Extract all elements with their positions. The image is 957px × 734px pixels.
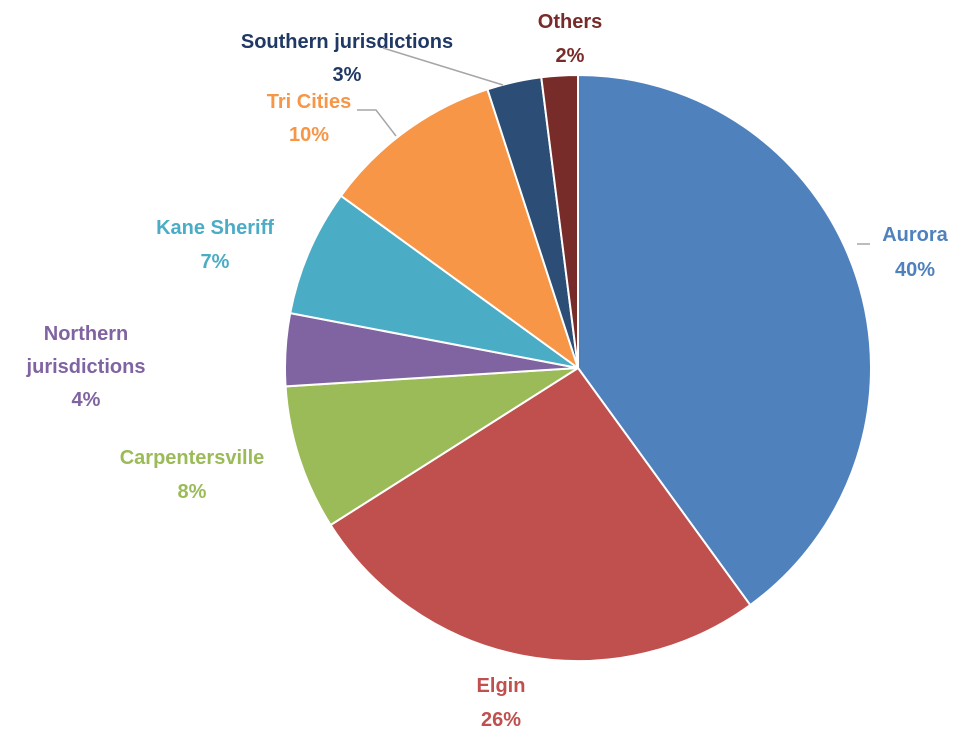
data-label-value-aurora: 40% bbox=[895, 259, 935, 281]
leader-lines-layer bbox=[357, 47, 870, 245]
pie-slice-elgin bbox=[329, 366, 752, 662]
data-label-category-aurora: Aurora bbox=[882, 224, 948, 246]
pie-slice-kane-sheriff bbox=[289, 194, 579, 369]
slices-layer bbox=[284, 73, 872, 662]
leader-line-tri-cities bbox=[357, 109, 397, 137]
pie-slice-aurora bbox=[577, 73, 872, 607]
data-label-category-carpentersville: Carpentersville bbox=[120, 447, 265, 469]
data-label-category-tri-cities: Tri Cities bbox=[267, 91, 351, 113]
data-label-value-tri-cities: 10% bbox=[289, 124, 329, 146]
data-label-value-elgin: 26% bbox=[481, 709, 521, 729]
data-label-category-southern-jurisdictions: Southern jurisdictions bbox=[241, 31, 453, 53]
data-label-category-others: Others bbox=[538, 11, 602, 33]
leader-line-southern-jurisdictions bbox=[382, 47, 504, 86]
data-label-category-kane-sheriff: Kane Sheriff bbox=[156, 217, 274, 239]
data-label-category-northern-jurisdictions-2: jurisdictions bbox=[26, 356, 146, 378]
data-label-value-northern-jurisdictions: 4% bbox=[72, 389, 101, 411]
data-label-value-others: 2% bbox=[556, 45, 585, 67]
data-label-value-southern-jurisdictions: 3% bbox=[333, 64, 362, 86]
data-label-category-elgin: Elgin bbox=[477, 675, 526, 697]
pie-slice-others bbox=[540, 73, 579, 369]
pie-slice-carpentersville bbox=[284, 367, 579, 527]
data-labels-layer: Aurora 40% Elgin 26% Carpentersville 8% Northe… bbox=[26, 11, 949, 731]
data-label-category-northern-jurisdictions-1: Northern bbox=[44, 323, 128, 345]
pie-slice-tri-cities bbox=[339, 88, 580, 371]
data-label-value-carpentersville: 8% bbox=[178, 481, 207, 503]
data-label-value-kane-sheriff: 7% bbox=[201, 251, 230, 273]
